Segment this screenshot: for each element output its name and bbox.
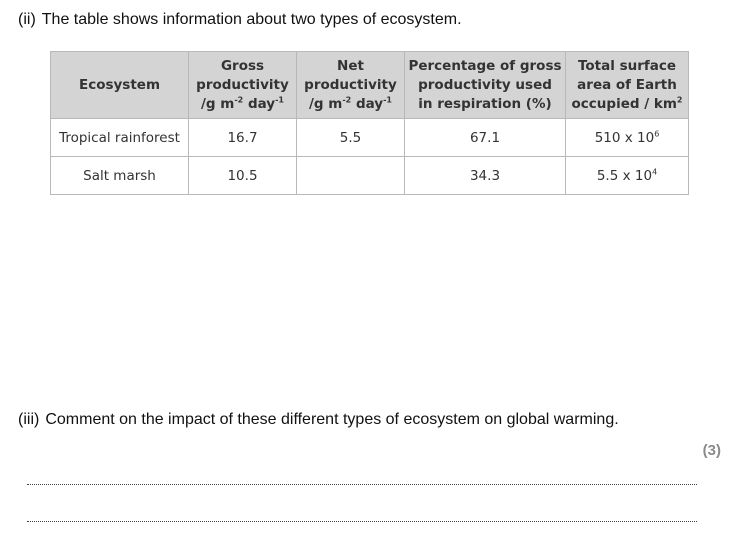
cell-ecosystem: Salt marsh <box>50 156 189 195</box>
cell-net <box>296 156 405 195</box>
answer-line[interactable] <box>27 521 697 522</box>
question-iii-number: (iii) <box>18 411 40 428</box>
table-row: Tropical rainforest 16.7 5.5 67.1 510 x … <box>50 118 689 157</box>
cell-ecosystem: Tropical rainforest <box>50 118 189 157</box>
question-ii-text: The table shows information about two ty… <box>41 11 462 28</box>
marks-label: (3) <box>702 442 721 459</box>
question-ii-number: (ii) <box>18 11 36 28</box>
question-iii: (iii) Comment on the impact of these diff… <box>18 411 619 429</box>
cell-respiration: 34.3 <box>404 156 566 195</box>
question-ii: (ii) The table shows information about tw… <box>18 11 462 29</box>
ecosystem-table: Ecosystem Gross productivity /g m-2 day-… <box>50 51 689 195</box>
header-gross-productivity: Gross productivity /g m-2 day-1 <box>188 51 297 119</box>
cell-area: 5.5 x 104 <box>565 156 689 195</box>
cell-gross: 10.5 <box>188 156 297 195</box>
cell-gross: 16.7 <box>188 118 297 157</box>
cell-area: 510 x 106 <box>565 118 689 157</box>
question-iii-text: Comment on the impact of these different… <box>45 411 619 428</box>
answer-line[interactable] <box>27 484 697 485</box>
cell-respiration: 67.1 <box>404 118 566 157</box>
header-net-productivity: Net productivity /g m-2 day-1 <box>296 51 405 119</box>
table-row: Salt marsh 10.5 34.3 5.5 x 104 <box>50 156 689 195</box>
header-surface-area: Total surface area of Earth occupied / k… <box>565 51 689 119</box>
header-ecosystem: Ecosystem <box>50 51 189 119</box>
header-respiration-percentage: Percentage of gross productivity used in… <box>404 51 566 119</box>
cell-net: 5.5 <box>296 118 405 157</box>
table-header-row: Ecosystem Gross productivity /g m-2 day-… <box>50 51 689 119</box>
